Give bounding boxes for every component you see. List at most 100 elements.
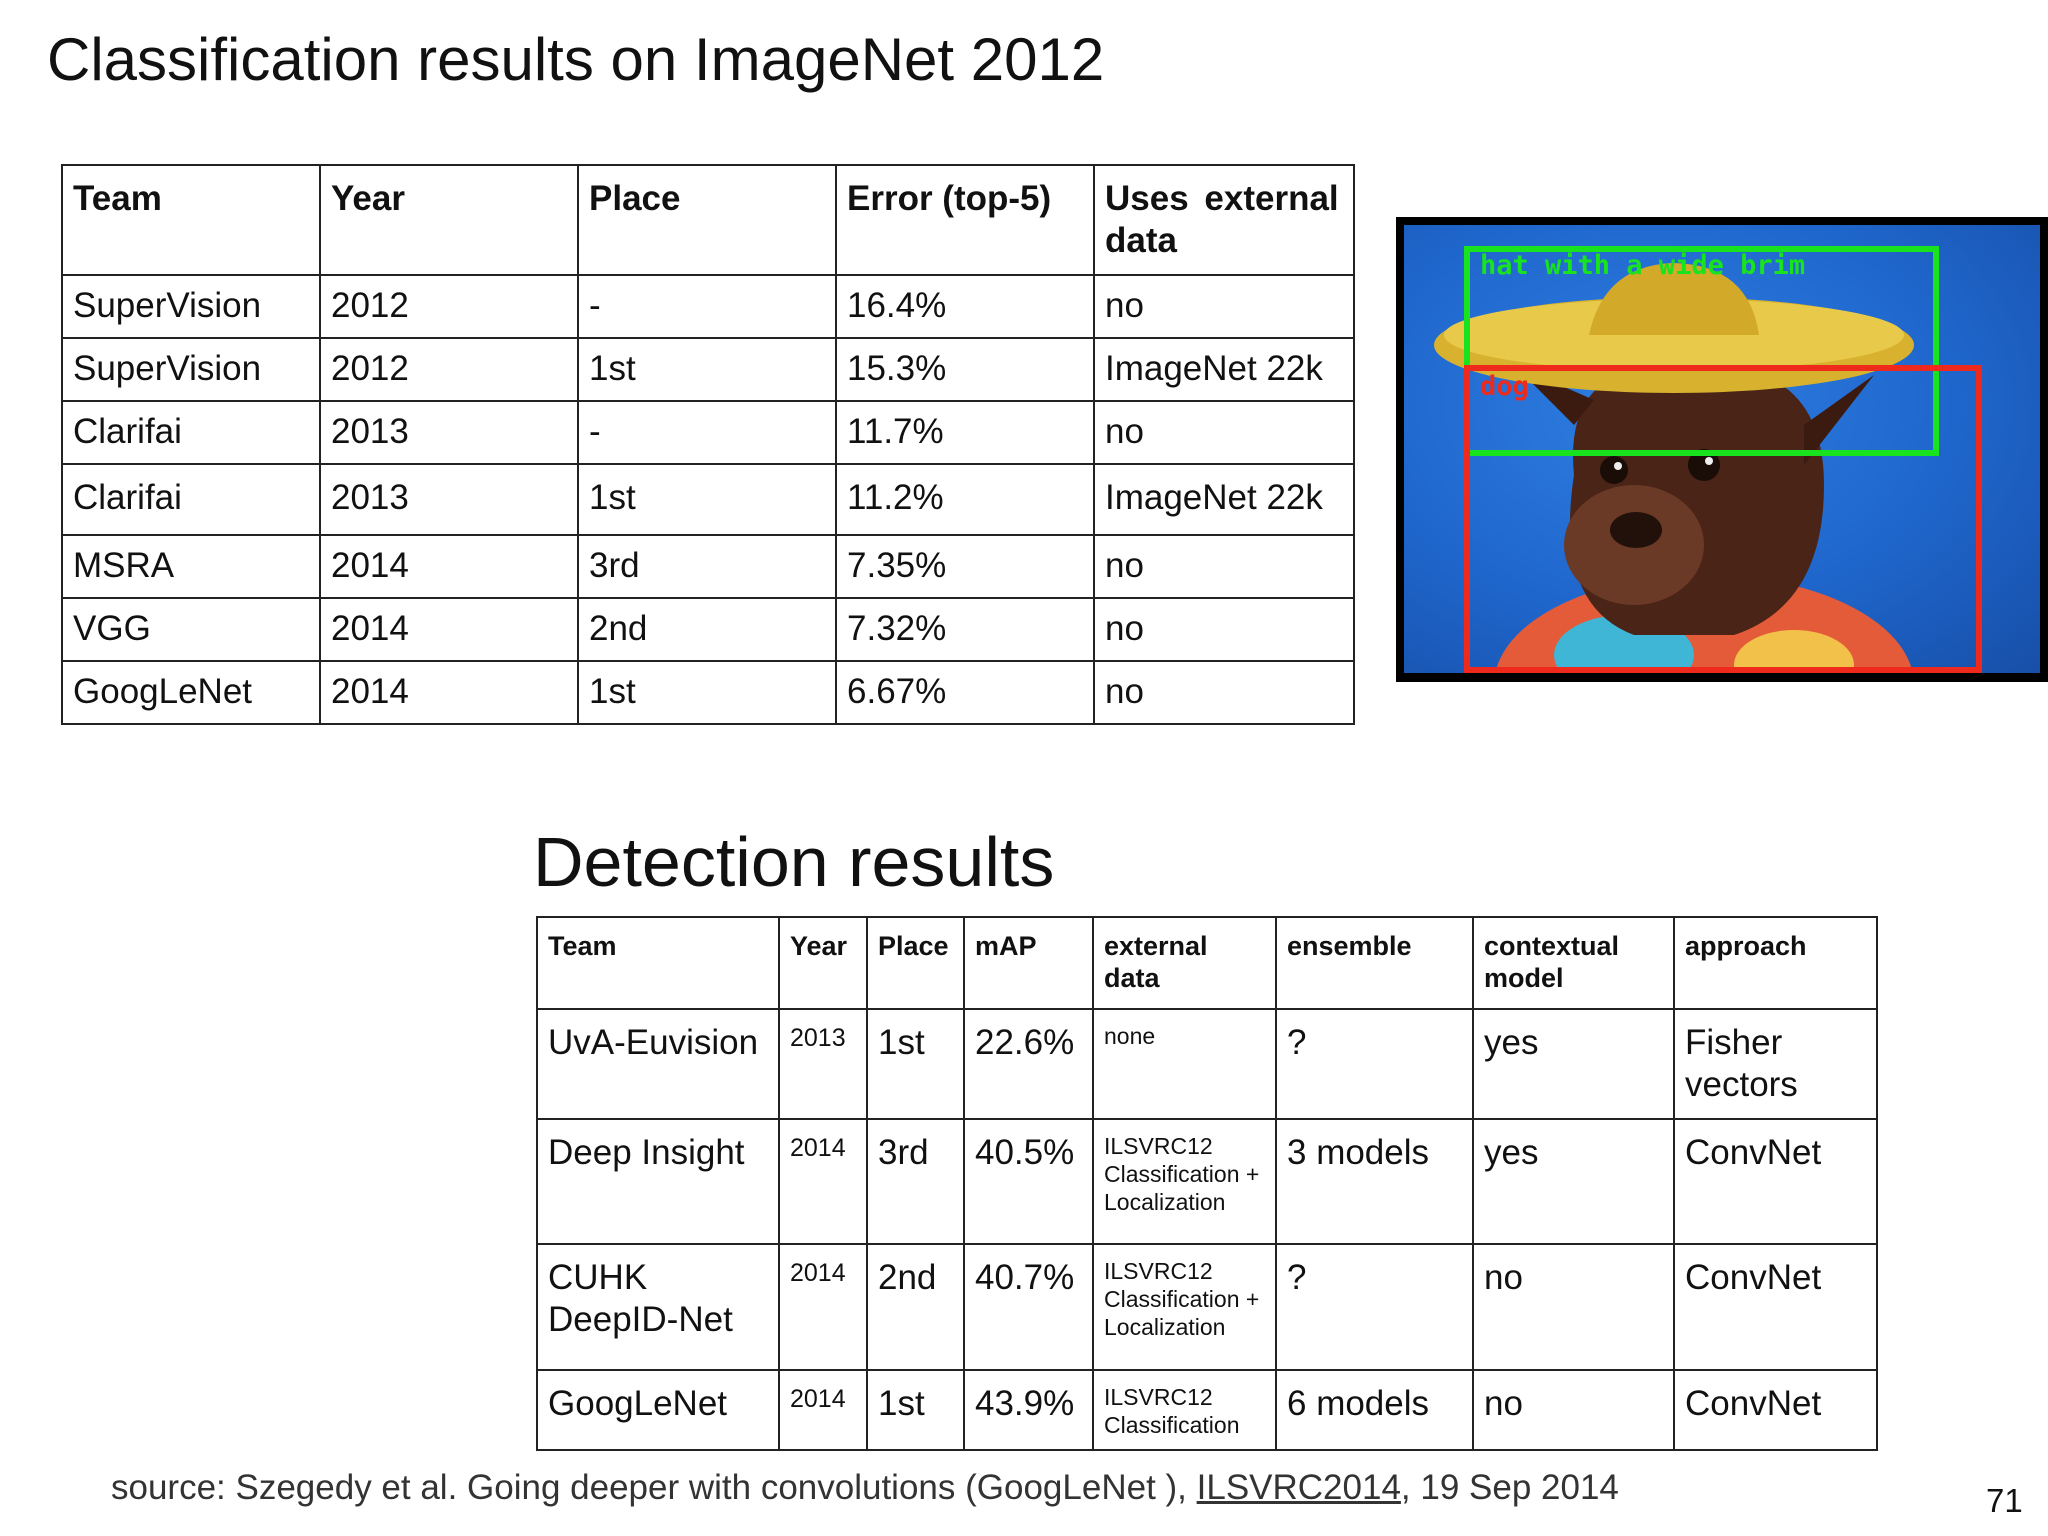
cell-external-data: ImageNet 22k [1093, 337, 1355, 402]
cell-team: CUHK DeepID-Net [536, 1243, 780, 1371]
bbox-label-dog: dog [1480, 371, 1529, 402]
table-row: GoogLeNet 2014 1st 6.67% no [61, 660, 1355, 725]
cell-ensemble: 6 models [1275, 1369, 1474, 1451]
shirt-pattern [1734, 630, 1854, 673]
cell-contextual-model: yes [1472, 1118, 1675, 1245]
dog-nose [1610, 512, 1662, 548]
cell-approach: ConvNet [1673, 1369, 1878, 1451]
bounding-box-dog [1464, 365, 1982, 673]
header-team: Team [61, 164, 321, 276]
cell-external-data: no [1093, 274, 1355, 339]
table-row: Clarifai 2013 - 11.7% no [61, 400, 1355, 465]
cell-external-data: no [1093, 400, 1355, 465]
cell-external-data: no [1093, 534, 1355, 599]
detection-title: Detection results [533, 823, 1055, 901]
cell-team: UvA-Euvision [536, 1008, 780, 1120]
header-year: Year [778, 916, 868, 1010]
cell-map: 22.6% [963, 1008, 1094, 1120]
cell-error: 6.67% [835, 660, 1095, 725]
detection-example-image: hat with a wide brim dog [1396, 217, 2048, 682]
dog-ear [1804, 375, 1874, 465]
cell-external-data: no [1093, 597, 1355, 662]
cell-year: 2014 [319, 534, 579, 599]
cell-place: 1st [866, 1369, 965, 1451]
cell-approach: ConvNet [1673, 1118, 1878, 1245]
hat-crown [1589, 263, 1759, 335]
table-row: Deep Insight 2014 3rd 40.5% ILSVRC12 Cla… [536, 1118, 1878, 1245]
cell-approach: Fisher vectors [1673, 1008, 1878, 1120]
cell-team: SuperVision [61, 274, 321, 339]
header-error: Error (top-5) [835, 164, 1095, 276]
table-row: MSRA 2014 3rd 7.35% no [61, 534, 1355, 599]
table-row: UvA-Euvision 2013 1st 22.6% none ? yes F… [536, 1008, 1878, 1120]
dog-eye [1600, 456, 1628, 484]
cell-map: 43.9% [963, 1369, 1094, 1451]
table-row: VGG 2014 2nd 7.32% no [61, 597, 1355, 662]
cell-team: VGG [61, 597, 321, 662]
table-row: SuperVision 2012 - 16.4% no [61, 274, 1355, 339]
table-row: Clarifai 2013 1st 11.2% ImageNet 22k [61, 463, 1355, 536]
cell-error: 11.7% [835, 400, 1095, 465]
cell-map: 40.5% [963, 1118, 1094, 1245]
classification-header-row: Team Year Place Error (top-5) Uses exter… [61, 164, 1355, 276]
cell-year: 2014 [778, 1369, 868, 1451]
cell-team: MSRA [61, 534, 321, 599]
cell-external-data: ILSVRC12 Classification + Localization [1092, 1118, 1277, 1245]
detection-table: Team Year Place mAP external data ensemb… [536, 916, 1878, 1451]
header-team: Team [536, 916, 780, 1010]
cell-ensemble: ? [1275, 1243, 1474, 1371]
source-link[interactable]: ILSVRC2014 [1196, 1468, 1401, 1507]
cell-place: - [577, 274, 837, 339]
cell-external-data: no [1093, 660, 1355, 725]
cell-year: 2013 [319, 400, 579, 465]
cell-external-data: none [1092, 1008, 1277, 1120]
cell-team: SuperVision [61, 337, 321, 402]
cell-team: Deep Insight [536, 1118, 780, 1245]
detection-header-row: Team Year Place mAP external data ensemb… [536, 916, 1878, 1010]
bounding-box-hat [1464, 246, 1939, 456]
dog-eye [1688, 449, 1720, 481]
cell-contextual-model: yes [1472, 1008, 1675, 1120]
cell-map: 40.7% [963, 1243, 1094, 1371]
cell-team: GoogLeNet [536, 1369, 780, 1451]
cell-contextual-model: no [1472, 1369, 1675, 1451]
cell-approach: ConvNet [1673, 1243, 1878, 1371]
page-number: 71 [1986, 1482, 2023, 1519]
eye-highlight [1614, 462, 1622, 470]
cell-ensemble: 3 models [1275, 1118, 1474, 1245]
cell-place: 1st [577, 337, 837, 402]
header-external-data-text: Uses external data [1105, 179, 1339, 260]
cell-year: 2014 [778, 1243, 868, 1371]
cell-error: 11.2% [835, 463, 1095, 536]
cell-ensemble: ? [1275, 1008, 1474, 1120]
bbox-label-hat: hat with a wide brim [1480, 250, 1806, 281]
cell-place: 2nd [577, 597, 837, 662]
cell-external-data: ILSVRC12 Classification [1092, 1369, 1277, 1451]
cell-year: 2013 [319, 463, 579, 536]
cell-external-data: ILSVRC12 Classification + Localization [1092, 1243, 1277, 1371]
cell-place: 1st [866, 1008, 965, 1120]
cell-place: 3rd [866, 1118, 965, 1245]
cell-year: 2013 [778, 1008, 868, 1120]
cell-place: 3rd [577, 534, 837, 599]
header-contextual-model: contextual model [1472, 916, 1675, 1010]
cell-error: 7.35% [835, 534, 1095, 599]
cell-year: 2014 [778, 1118, 868, 1245]
header-ensemble: ensemble [1275, 916, 1474, 1010]
cell-year: 2014 [319, 660, 579, 725]
eye-highlight [1705, 457, 1713, 465]
cell-team: GoogLeNet [61, 660, 321, 725]
header-map: mAP [963, 916, 1094, 1010]
source-suffix: , 19 Sep 2014 [1400, 1468, 1619, 1507]
source-citation: source: Szegedy et al. Going deeper with… [111, 1468, 1619, 1508]
slide-title: Classification results on ImageNet 2012 [47, 26, 1105, 93]
cell-team: Clarifai [61, 463, 321, 536]
header-approach: approach [1673, 916, 1878, 1010]
cell-external-data: ImageNet 22k [1093, 463, 1355, 536]
image-canvas: hat with a wide brim dog [1404, 225, 2040, 673]
cell-contextual-model: no [1472, 1243, 1675, 1371]
header-external-data: external data [1092, 916, 1277, 1010]
cell-place: 1st [577, 463, 837, 536]
table-row: SuperVision 2012 1st 15.3% ImageNet 22k [61, 337, 1355, 402]
header-place: Place [577, 164, 837, 276]
